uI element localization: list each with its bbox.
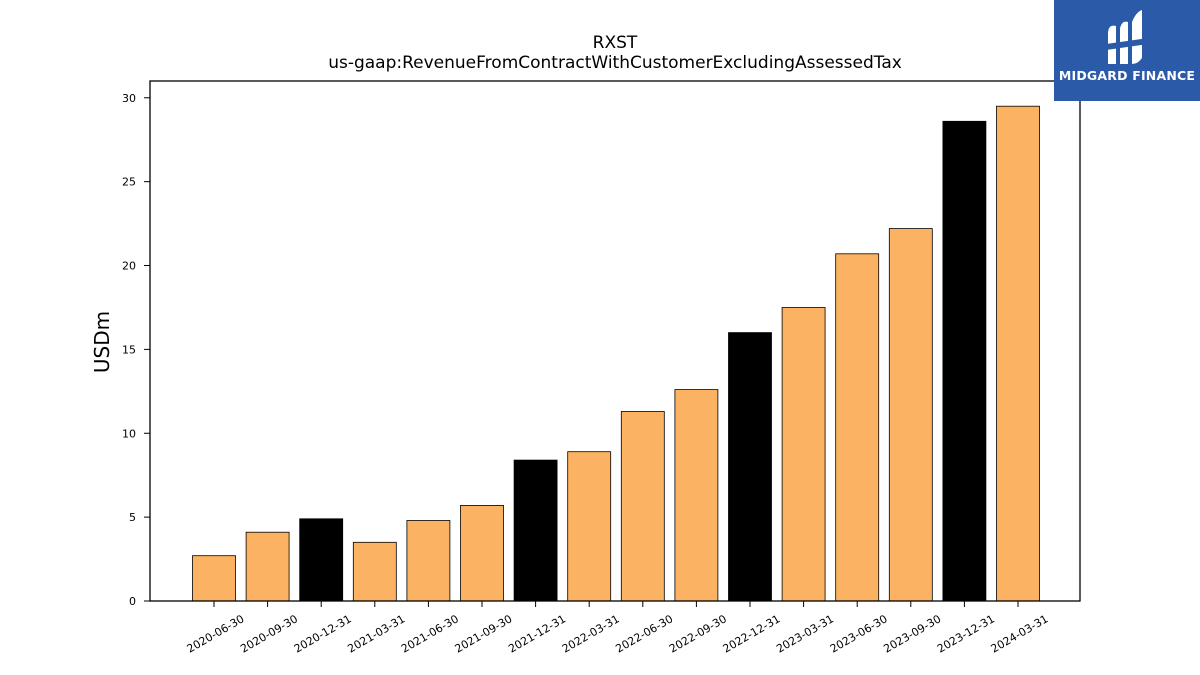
bar-2021-06-30	[406, 520, 451, 602]
bar-2024-03-31	[996, 105, 1040, 602]
x-tick-label: 2020-06-30	[185, 612, 247, 655]
y-tick-label: 25	[122, 176, 136, 189]
bar-2021-03-31	[352, 541, 397, 602]
x-tick-label: 2023-06-30	[828, 612, 890, 655]
x-ticks-group: 2020-06-302020-09-302020-12-312021-03-31…	[185, 601, 1051, 656]
chart-title: RXST	[593, 33, 638, 53]
logo-text: MIDGARD FINANCE	[1058, 68, 1196, 83]
bars-group	[192, 105, 1040, 602]
x-tick-label: 2021-12-31	[506, 612, 568, 655]
bar-2022-12-31	[728, 332, 772, 602]
bar-2023-12-31	[942, 120, 987, 602]
x-tick-label: 2020-09-30	[238, 612, 300, 655]
bar-2021-09-30	[460, 504, 504, 602]
x-tick-label: 2023-03-31	[774, 612, 836, 655]
y-tick-label: 5	[129, 511, 136, 524]
bar-2023-03-31	[781, 307, 826, 602]
x-tick-label: 2022-03-31	[560, 612, 622, 655]
y-tick-label: 30	[122, 92, 136, 105]
bar-2022-03-31	[567, 451, 612, 602]
y-tick-label: 15	[122, 343, 136, 356]
bar-2020-06-30	[192, 555, 236, 602]
bar-2020-09-30	[245, 531, 290, 602]
x-tick-label: 2023-09-30	[881, 612, 943, 655]
midgard-logo-icon	[1106, 10, 1148, 65]
x-tick-label: 2021-03-31	[345, 612, 407, 655]
x-tick-label: 2021-06-30	[399, 612, 461, 655]
x-tick-label: 2023-12-31	[935, 612, 997, 655]
chart-subtitle: us-gaap:RevenueFromContractWithCustomerE…	[328, 53, 902, 73]
midgard-finance-logo: MIDGARD FINANCE	[1054, 0, 1200, 101]
bar-2022-09-30	[674, 389, 719, 602]
bar-2020-12-31	[299, 518, 344, 602]
x-tick-label: 2022-09-30	[667, 612, 729, 655]
y-tick-label: 10	[122, 427, 136, 440]
x-tick-label: 2024-03-31	[989, 612, 1051, 655]
bar-2023-06-30	[835, 253, 880, 602]
plot-frame	[149, 80, 1081, 602]
y-tick-label: 0	[129, 595, 136, 608]
bar-2021-12-31	[513, 459, 558, 602]
y-tick-label: 20	[122, 260, 136, 273]
x-tick-label: 2020-12-31	[292, 612, 354, 655]
y-ticks-group: 0 5 10 15 20 25 30	[122, 92, 150, 608]
bar-2022-06-30	[620, 411, 665, 602]
x-tick-label: 2021-09-30	[453, 612, 515, 655]
x-tick-label: 2022-12-31	[721, 612, 783, 655]
y-axis-label: USDm	[90, 311, 114, 373]
bar-2023-09-30	[888, 228, 933, 602]
x-tick-label: 2022-06-30	[613, 612, 675, 655]
